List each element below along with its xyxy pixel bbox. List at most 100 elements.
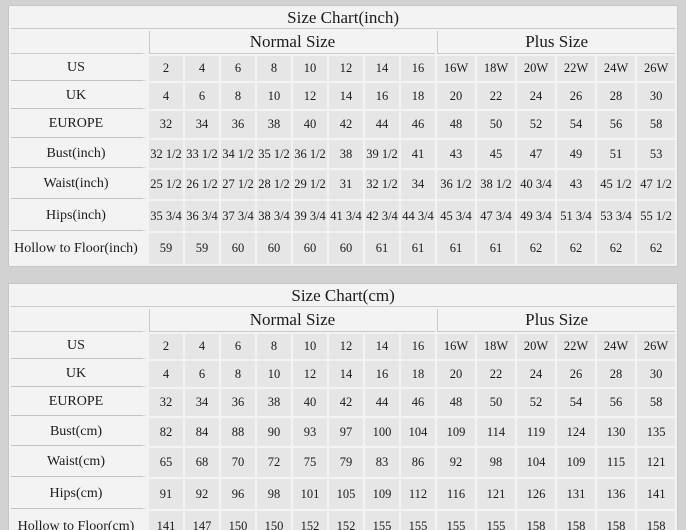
table-row: US 2 4 6 8 10 12 14 16 16W 18W 20W 22W 24W 26W xyxy=(11,56,676,81)
group-header-row: Normal Size Plus Size xyxy=(11,309,676,332)
value-cell: 36 1/2 xyxy=(293,140,327,168)
value-cell: 35 1/2 xyxy=(257,140,291,168)
value-cell: 40 xyxy=(293,389,327,416)
value-cell: 34 1/2 xyxy=(221,140,255,168)
value-cell: 32 1/2 xyxy=(365,170,399,199)
value-cell: 109 xyxy=(437,418,475,446)
value-cell: 158 xyxy=(557,511,595,530)
value-cell: 46 xyxy=(401,389,435,416)
row-label: Bust(cm) xyxy=(11,418,147,446)
table-row: Bust(cm) 82 84 88 90 93 97 100 104 109 114 119 124 13… xyxy=(11,418,676,446)
table-row: Hips(cm) 91 92 96 98 101 105 109 112 116 121 126 131… xyxy=(11,479,676,509)
value-cell: 49 3/4 xyxy=(517,201,555,231)
row-label: Hips(inch) xyxy=(11,201,147,231)
value-cell: 22 xyxy=(477,83,515,109)
value-cell: 16 xyxy=(401,56,435,81)
size-chart-cm-body: US 2 4 6 8 10 12 14 16 16W 18W 20W 22W 24W 26W UK 4 6 8 10 1… xyxy=(11,334,676,530)
value-cell: 26W xyxy=(637,56,676,81)
value-cell: 39 1/2 xyxy=(365,140,399,168)
value-cell: 96 xyxy=(221,479,255,509)
value-cell: 150 xyxy=(257,511,291,530)
row-label: Hips(cm) xyxy=(11,479,147,509)
value-cell: 30 xyxy=(637,83,676,109)
value-cell: 43 xyxy=(437,140,475,168)
value-cell: 51 3/4 xyxy=(557,201,595,231)
value-cell: 62 xyxy=(517,233,555,264)
value-cell: 32 1/2 xyxy=(149,140,183,168)
value-cell: 105 xyxy=(329,479,363,509)
value-cell: 49 xyxy=(557,140,595,168)
value-cell: 72 xyxy=(257,448,291,477)
table-row: Hollow to Floor(cm) 141 147 150 150 152 152 155… xyxy=(11,511,676,530)
value-cell: 104 xyxy=(401,418,435,446)
value-cell: 58 xyxy=(637,389,676,416)
value-cell: 50 xyxy=(477,111,515,138)
value-cell: 34 xyxy=(185,111,219,138)
value-cell: 16 xyxy=(365,83,399,109)
size-chart-inch-table: Size Chart(inch) Normal Size Plus Size U… xyxy=(8,5,679,267)
value-cell: 24W xyxy=(597,56,635,81)
value-cell: 26 xyxy=(557,83,595,109)
value-cell: 35 3/4 xyxy=(149,201,183,231)
value-cell: 61 xyxy=(477,233,515,264)
value-cell: 112 xyxy=(401,479,435,509)
value-cell: 68 xyxy=(185,448,219,477)
table-row: Hollow to Floor(inch) 59 59 60 60 60 60 61 61 61 6… xyxy=(11,233,676,264)
value-cell: 38 xyxy=(329,140,363,168)
plus-size-header: Plus Size xyxy=(437,309,676,332)
value-cell: 2 xyxy=(149,334,183,359)
value-cell: 31 xyxy=(329,170,363,199)
row-label: UK xyxy=(11,361,147,387)
value-cell: 119 xyxy=(517,418,555,446)
value-cell: 40 xyxy=(293,111,327,138)
value-cell: 16W xyxy=(437,334,475,359)
value-cell: 4 xyxy=(149,83,183,109)
value-cell: 36 3/4 xyxy=(185,201,219,231)
value-cell: 155 xyxy=(365,511,399,530)
value-cell: 55 1/2 xyxy=(637,201,676,231)
value-cell: 152 xyxy=(293,511,327,530)
value-cell: 20W xyxy=(517,334,555,359)
value-cell: 29 1/2 xyxy=(293,170,327,199)
value-cell: 24W xyxy=(597,334,635,359)
value-cell: 70 xyxy=(221,448,255,477)
value-cell: 58 xyxy=(637,111,676,138)
value-cell: 6 xyxy=(185,361,219,387)
value-cell: 121 xyxy=(637,448,676,477)
row-label: Hollow to Floor(cm) xyxy=(11,511,147,530)
value-cell: 34 xyxy=(185,389,219,416)
value-cell: 98 xyxy=(477,448,515,477)
value-cell: 39 3/4 xyxy=(293,201,327,231)
value-cell: 16W xyxy=(437,56,475,81)
value-cell: 115 xyxy=(597,448,635,477)
value-cell: 53 3/4 xyxy=(597,201,635,231)
value-cell: 121 xyxy=(477,479,515,509)
value-cell: 59 xyxy=(149,233,183,264)
value-cell: 18 xyxy=(401,83,435,109)
value-cell: 42 xyxy=(329,389,363,416)
value-cell: 135 xyxy=(637,418,676,446)
value-cell: 32 xyxy=(149,111,183,138)
size-chart-cm-table: Size Chart(cm) Normal Size Plus Size US 2… xyxy=(8,283,679,530)
table-title-cm: Size Chart(cm) xyxy=(11,286,676,307)
table-row: Hips(inch) 35 3/4 36 3/4 37 3/4 38 3/4 39 3/4… xyxy=(11,201,676,231)
value-cell: 14 xyxy=(329,361,363,387)
value-cell: 12 xyxy=(329,334,363,359)
value-cell: 46 xyxy=(401,111,435,138)
value-cell: 26W xyxy=(637,334,676,359)
value-cell: 91 xyxy=(149,479,183,509)
value-cell: 20 xyxy=(437,83,475,109)
value-cell: 100 xyxy=(365,418,399,446)
value-cell: 18 xyxy=(401,361,435,387)
value-cell: 61 xyxy=(401,233,435,264)
value-cell: 124 xyxy=(557,418,595,446)
value-cell: 18W xyxy=(477,334,515,359)
value-cell: 14 xyxy=(329,83,363,109)
value-cell: 101 xyxy=(293,479,327,509)
table-row: US 2 4 6 8 10 12 14 16 16W 18W 20W 22W 24W 26W xyxy=(11,334,676,359)
value-cell: 116 xyxy=(437,479,475,509)
value-cell: 12 xyxy=(329,56,363,81)
value-cell: 32 xyxy=(149,389,183,416)
value-cell: 54 xyxy=(557,389,595,416)
value-cell: 59 xyxy=(185,233,219,264)
